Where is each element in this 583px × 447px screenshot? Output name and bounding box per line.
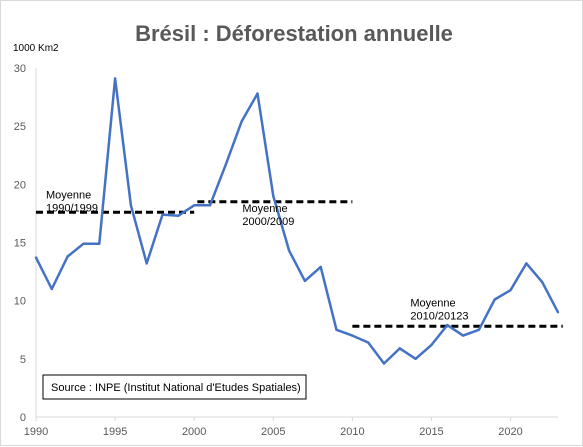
source-text: Source : INPE (Institut National d'Etude… [51,382,301,394]
y-tick-label: 15 [14,238,26,250]
series-line [34,77,560,365]
x-tick-label: 1990 [24,426,48,438]
data-point [240,120,243,123]
data-point [272,194,275,198]
average-lines [36,200,563,328]
axes [35,68,558,418]
data-point [145,262,148,265]
y-tick-labels: 0 5 10 15 20 25 30 [14,63,26,424]
average-label-title: Moyenne [410,297,455,309]
average-label-period: 2000/2009 [242,216,294,228]
data-point [98,242,101,245]
y-axis-unit-label: 1000 Km2 [13,43,59,54]
data-point [461,334,465,337]
data-point [398,347,402,350]
x-tick-labels: 1990 1995 2000 2005 2010 2015 2020 [24,417,523,438]
chart-title: Brésil : Déforestation annuelle [135,21,453,46]
data-point [540,280,544,284]
data-point [50,287,54,291]
average-label-period: 1990/1999 [46,202,98,214]
data-point [177,214,180,217]
data-point [414,357,417,361]
average-label-period: 2010/20123 [410,310,468,322]
source-box-border [42,374,307,400]
data-point [208,204,212,207]
data-point [382,362,386,365]
x-tick-label: 2005 [261,426,285,438]
data-point [303,279,307,283]
source-box: Source : INPE (Institut National d'Etude… [42,374,307,400]
data-point [192,204,196,207]
data-point [525,262,528,265]
x-tick-label: 2000 [182,426,206,438]
data-point [113,77,117,80]
data-point [430,343,433,347]
y-tick-label: 10 [14,296,26,308]
data-point [34,256,38,259]
y-tick-label: 25 [14,121,26,133]
data-point [256,92,259,95]
average-label-title: Moyenne [242,203,287,215]
data-point [287,249,291,252]
x-tick-label: 2010 [340,426,364,438]
data-point [509,288,512,292]
data-point [161,213,164,216]
data-point [477,328,481,331]
x-tick-label: 1995 [103,426,127,438]
deforestation-series [34,77,560,365]
data-point [446,323,449,327]
data-point [556,311,560,314]
data-point [366,341,370,344]
data-point [493,298,496,301]
data-point [129,204,133,207]
data-point [66,255,69,258]
average-label-title: Moyenne [46,189,91,201]
data-point [335,328,338,331]
x-tick-label: 2020 [498,426,522,438]
y-tick-label: 30 [14,63,26,75]
x-tick-label: 2015 [419,426,443,438]
y-tick-label: 0 [20,412,26,424]
data-point [319,265,322,269]
y-tick-label: 5 [20,354,26,366]
data-point [351,334,354,337]
y-tick-label: 20 [14,179,26,191]
data-point [224,163,228,166]
data-point [82,242,85,245]
